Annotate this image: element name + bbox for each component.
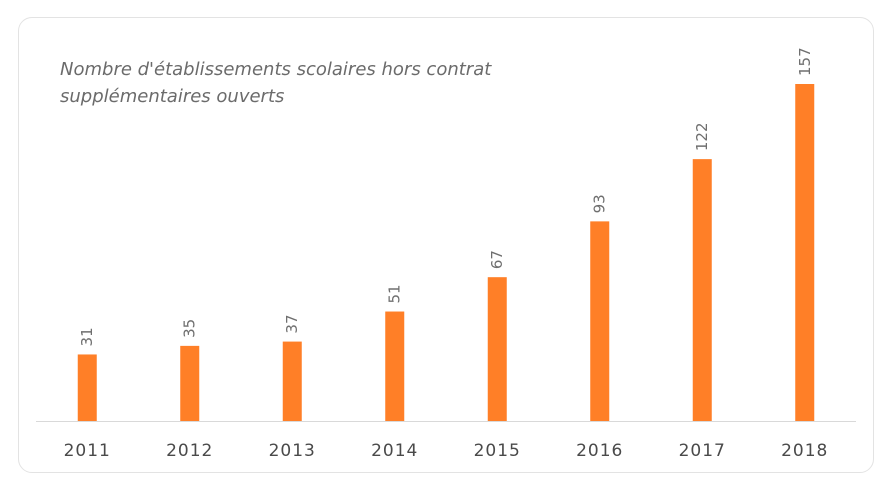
data-label-2015: 67: [488, 250, 506, 269]
x-tick-label-2014: 2014: [371, 441, 418, 461]
x-tick-label-2016: 2016: [576, 441, 623, 461]
data-label-2014: 51: [386, 284, 404, 303]
bars-group: [77, 84, 815, 422]
bar-2011: [77, 354, 97, 421]
chart-card: [18, 17, 874, 473]
data-label-2012: 35: [181, 319, 199, 338]
bar-2013: [282, 341, 302, 421]
bar-2015: [487, 277, 507, 421]
data-label-2017: 122: [693, 122, 711, 151]
data-labels-group: 31 35 37 51 67 93 122 157: [78, 47, 814, 346]
x-tick-label-2018: 2018: [781, 441, 828, 461]
bar-2014: [385, 311, 405, 421]
data-label-2011: 31: [78, 327, 96, 346]
bar-2016: [590, 221, 610, 421]
x-tick-label-2011: 2011: [64, 441, 111, 461]
bar-2012: [180, 345, 200, 421]
bar-2018: [795, 84, 815, 421]
x-tick-label-2017: 2017: [679, 441, 726, 461]
data-label-2018: 157: [796, 47, 814, 76]
x-tick-label-2015: 2015: [474, 441, 521, 461]
data-label-2016: 93: [591, 194, 609, 213]
data-label-2013: 37: [283, 314, 301, 333]
chart-title: Nombre d'établissements scolaires hors c…: [60, 59, 492, 107]
x-tick-labels-group: 2011 2012 2013 2014 2015 2016 2017 2018: [64, 441, 828, 461]
x-tick-label-2013: 2013: [269, 441, 316, 461]
x-tick-label-2012: 2012: [166, 441, 213, 461]
bar-2017: [692, 159, 712, 422]
